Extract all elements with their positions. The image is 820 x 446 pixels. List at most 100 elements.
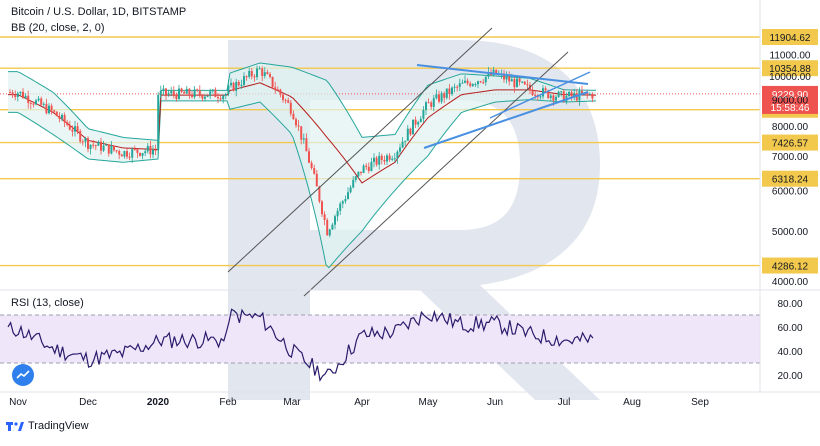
candle-body	[105, 144, 108, 146]
date-tick-label: Nov	[9, 397, 27, 408]
candle-body	[445, 88, 448, 98]
price-tick-label: 11000.00	[770, 51, 811, 62]
candle-body	[58, 116, 61, 119]
candle-body	[66, 122, 69, 125]
candle-body	[211, 89, 214, 92]
level-label-3: 7426.57	[772, 139, 809, 150]
level-tag-5	[762, 257, 818, 274]
candle-body	[183, 91, 186, 94]
candle-body	[76, 126, 79, 131]
candle-body	[334, 216, 336, 225]
settings-button[interactable]	[12, 364, 34, 386]
candle-body	[323, 214, 326, 220]
candle-body	[198, 90, 201, 95]
candle-body	[477, 81, 479, 85]
candle-body	[284, 99, 287, 101]
brand[interactable]: TradingView	[6, 420, 89, 432]
candle-body	[375, 157, 378, 165]
candle-body	[365, 165, 368, 167]
candle-body	[295, 119, 297, 126]
candle-body	[469, 83, 472, 87]
rsi-label: RSI (13, close)	[11, 297, 84, 309]
candle-body	[237, 81, 240, 86]
candle-body	[448, 88, 451, 95]
candle-body	[133, 149, 136, 151]
candle-body	[305, 138, 308, 152]
candle-body	[45, 103, 48, 114]
candle-body	[201, 94, 204, 99]
candle-body	[516, 78, 518, 88]
candle-body	[414, 119, 417, 125]
rsi-tick-label: 80.00	[777, 299, 802, 310]
tradingview-logo-icon	[6, 422, 24, 431]
price-tick-label: 7000.00	[772, 152, 809, 163]
candle-body	[250, 70, 253, 77]
candle-body	[555, 97, 557, 101]
rsi-layer	[0, 308, 760, 382]
candle-body	[276, 89, 279, 91]
candle-body	[461, 82, 464, 84]
chart-icon	[16, 370, 30, 379]
candle-body	[118, 151, 121, 155]
level-tag-0	[762, 28, 818, 45]
candle-body	[484, 76, 487, 83]
candle-body	[282, 94, 284, 100]
rsi-tick-label: 60.00	[777, 323, 802, 334]
candle-body	[503, 73, 505, 80]
candle-body	[310, 162, 313, 169]
candle-body	[27, 95, 30, 104]
candle-body	[206, 95, 209, 97]
candle-body	[55, 111, 58, 117]
candle-body	[9, 92, 11, 94]
candle-body	[378, 155, 381, 165]
candle-body	[209, 91, 212, 96]
candle-body	[412, 119, 414, 135]
candle-body	[354, 176, 357, 180]
candle-body	[360, 171, 362, 173]
candle-body	[302, 138, 305, 140]
level-tag-1	[762, 60, 818, 77]
candle-body	[185, 88, 188, 94]
candle-body	[471, 84, 474, 87]
candle-body	[388, 155, 391, 160]
candle-body	[419, 118, 422, 123]
last-price-label: 9229.90	[772, 90, 809, 101]
candle-body	[380, 155, 383, 160]
candle-body	[487, 72, 490, 77]
candle-body	[87, 138, 89, 149]
candle-body	[131, 149, 134, 158]
candle-body	[141, 153, 144, 156]
rsi-tick-label: 20.00	[777, 371, 802, 382]
price-tick-label: 8000.00	[772, 122, 809, 133]
candle-body	[271, 76, 274, 88]
candle-body	[32, 103, 35, 105]
candle-body	[289, 102, 292, 114]
candle-body	[513, 79, 516, 88]
candle-body	[492, 69, 495, 76]
candle-body	[279, 89, 282, 95]
level-label-1: 10354.88	[769, 64, 811, 75]
candle-body	[435, 94, 438, 99]
candle-body	[406, 128, 409, 141]
candle-body	[50, 105, 53, 111]
candle-body	[107, 144, 110, 154]
candle-body	[347, 192, 349, 200]
candle-body	[63, 114, 66, 123]
candle-body	[297, 125, 300, 127]
candle-body	[393, 158, 396, 160]
candle-body	[399, 147, 401, 152]
triangle-top-line	[416, 64, 589, 85]
candle-body	[591, 93, 594, 99]
date-tick-label: Aug	[623, 397, 641, 408]
candle-body	[68, 124, 71, 130]
candle-body	[40, 98, 43, 105]
candle-body	[474, 84, 477, 86]
candle-body	[443, 93, 446, 98]
candle-body	[48, 105, 50, 114]
candle-body	[152, 149, 154, 155]
candle-body	[245, 76, 248, 78]
candle-body	[120, 154, 123, 157]
candle-body	[136, 149, 139, 153]
candle-body	[154, 149, 157, 151]
candle-body	[235, 81, 238, 91]
